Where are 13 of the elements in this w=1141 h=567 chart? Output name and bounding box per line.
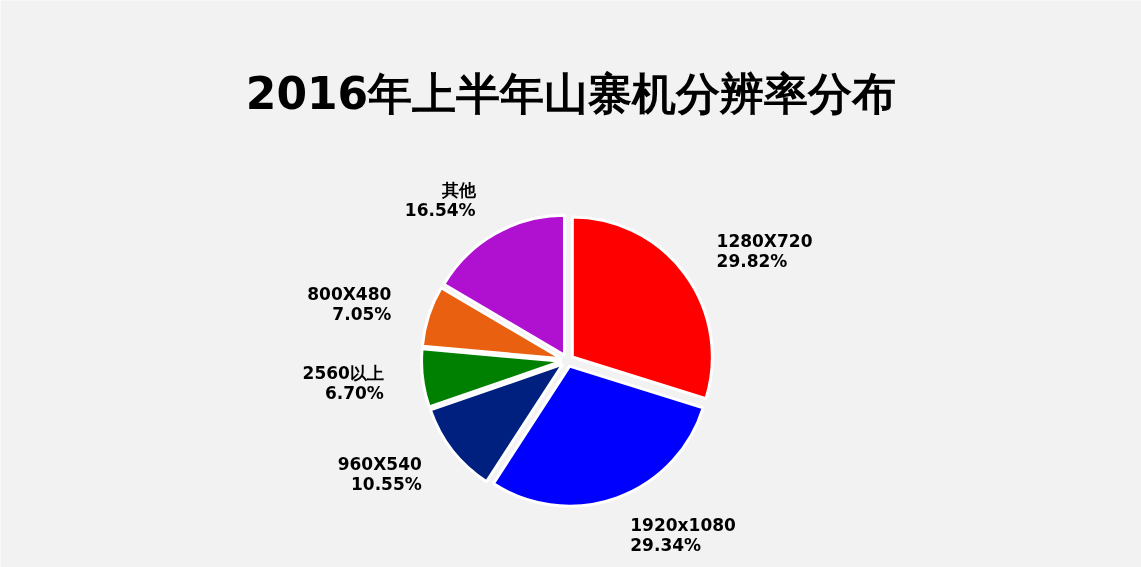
data-label: 10.55%	[350, 474, 422, 495]
slice-label: 960X540	[337, 454, 422, 475]
data-label: 16.54%	[404, 199, 476, 220]
data-label: 29.82%	[716, 250, 788, 271]
data-label: 29.34%	[630, 534, 702, 555]
slice-label: 1280X720	[716, 230, 813, 251]
data-label: 7.05%	[332, 304, 392, 325]
chart-title: 2016年上半年山寨机分辨率分布	[245, 68, 897, 119]
slice-label: 1920x1080	[630, 514, 737, 535]
slice-label: 2560以上	[302, 362, 384, 383]
slice-label: 800X480	[307, 284, 392, 305]
data-label: 6.70%	[324, 382, 384, 403]
slice-label: 其他	[440, 179, 477, 200]
